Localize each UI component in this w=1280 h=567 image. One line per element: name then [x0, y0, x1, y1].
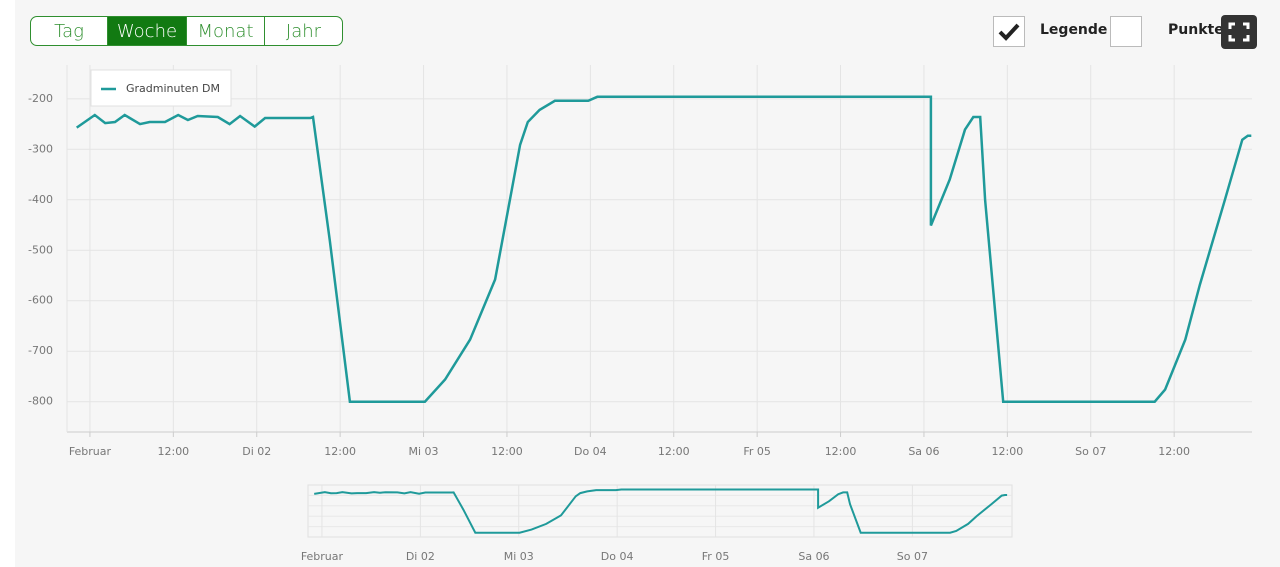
range-button[interactable]: Woche: [108, 16, 187, 46]
range-button[interactable]: Monat: [187, 16, 265, 46]
y-tick-label: -300: [28, 142, 53, 155]
navigator-tick-label: Fr 05: [702, 550, 730, 563]
navigator-line: [314, 488, 1008, 534]
y-tick-label: -400: [28, 193, 53, 206]
points-checkbox[interactable]: [1110, 16, 1142, 47]
points-toggle-label[interactable]: Punkte: [1168, 22, 1224, 38]
x-tick-label: 12:00: [825, 445, 857, 458]
navigator-tick-label: Sa 06: [798, 550, 829, 563]
check-path: [998, 23, 1020, 41]
plot-area: [67, 65, 1252, 432]
x-tick-label: Sa 06: [908, 445, 939, 458]
navigator-area: [307, 484, 1013, 538]
y-tick-label: -700: [28, 344, 53, 357]
checkmark: [998, 23, 1020, 41]
y-tick-label: -800: [28, 395, 53, 408]
x-tick-label: 12:00: [157, 445, 189, 458]
navigator-tick-label: So 07: [897, 550, 928, 563]
x-tick-label: Do 04: [574, 445, 607, 458]
x-tick-label: Februar: [69, 445, 112, 458]
navigator-tick-label: Do 04: [601, 550, 634, 563]
y-tick-label: -200: [28, 92, 53, 105]
legend-checkbox[interactable]: [993, 16, 1025, 47]
navigator-tick-label: Di 02: [406, 550, 435, 563]
x-tick-label: 12:00: [992, 445, 1024, 458]
y-tick-label: -500: [28, 243, 53, 256]
range-button[interactable]: Jahr: [265, 16, 343, 46]
navigator-tick-label: Februar: [301, 550, 344, 563]
x-tick-label: So 07: [1075, 445, 1106, 458]
x-tick-label: 12:00: [1158, 445, 1190, 458]
x-tick-label: 12:00: [324, 445, 356, 458]
fullscreen-icon: [1228, 22, 1250, 42]
legend-label: Gradminuten DM: [126, 82, 220, 95]
range-button[interactable]: Tag: [30, 16, 108, 46]
navigator-tick-label: Mi 03: [504, 550, 534, 563]
legend-toggle-label[interactable]: Legende: [1040, 22, 1108, 38]
x-tick-label: Fr 05: [743, 445, 771, 458]
x-tick-label: 12:00: [491, 445, 523, 458]
x-tick-label: Mi 03: [409, 445, 439, 458]
fullscreen-button[interactable]: [1221, 15, 1257, 49]
x-tick-label: 12:00: [658, 445, 690, 458]
x-tick-label: Di 02: [242, 445, 271, 458]
y-tick-label: -600: [28, 294, 53, 307]
series-line: [75, 95, 1252, 403]
